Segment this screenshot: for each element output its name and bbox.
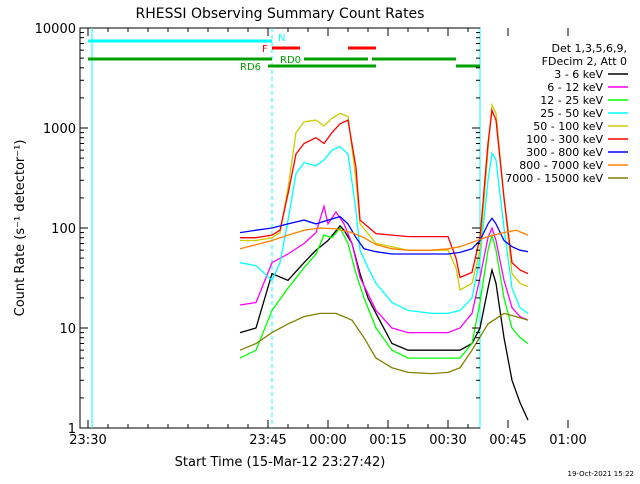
y-tick-label-2: 100 xyxy=(51,222,76,237)
legend: Det 1,3,5,6,9, FDecim 2, Att 0 3 - 6 keV… xyxy=(505,42,628,185)
annotation-label-3: RD6 xyxy=(240,62,261,73)
series-line-8 xyxy=(239,312,529,375)
x-tick-label-0: 23:30 xyxy=(69,433,106,448)
plot-area: NF RD0 RD6 23:30 23:45 00:00 00:15 00:30 00:45 0… xyxy=(35,22,587,448)
legend-label-7: 800 - 7000 keV xyxy=(519,159,603,172)
legend-label-5: 100 - 300 keV xyxy=(526,133,603,146)
series-line-5 xyxy=(240,107,529,279)
x-tick-label-1: 23:45 xyxy=(249,433,286,448)
legend-label-2: 12 - 25 keV xyxy=(540,94,603,107)
series-lines xyxy=(239,102,529,421)
footer-timestamp: 19-Oct-2021 15:22 xyxy=(568,470,634,478)
series-line-4 xyxy=(240,102,529,292)
legend-label-8: 7000 - 15000 keV xyxy=(505,172,603,185)
annotation-bars: NF RD0 RD6 xyxy=(88,33,480,73)
legend-label-1: 6 - 12 keV xyxy=(547,81,603,94)
x-tick-label-4: 00:30 xyxy=(429,433,466,448)
axis-ticks: 23:30 23:45 00:00 00:15 00:30 00:45 01:00 1 10 10… xyxy=(35,22,587,448)
legend-label-3: 25 - 50 keV xyxy=(540,107,603,120)
x-tick-label-5: 00:45 xyxy=(489,433,526,448)
y-tick-label-4: 10000 xyxy=(35,22,76,37)
series-line-0 xyxy=(239,224,529,421)
series-line-7 xyxy=(239,227,529,251)
legend-header-line-1: Det 1,3,5,6,9, xyxy=(551,42,627,55)
series-line-1 xyxy=(239,203,529,334)
annotation-label-1: F xyxy=(262,44,268,55)
annotation-label-0: N xyxy=(278,33,285,44)
x-tick-label-6: 01:00 xyxy=(549,433,586,448)
annotation-label-2: RD0 xyxy=(280,55,301,66)
legend-label-6: 300 - 800 keV xyxy=(526,146,603,159)
series-line-6 xyxy=(239,215,529,255)
y-axis-label: Count Rate (s⁻¹ detector⁻¹) xyxy=(13,140,28,317)
y-tick-label-1: 10 xyxy=(59,322,76,337)
y-tick-label-3: 1000 xyxy=(43,122,76,137)
legend-header-line-2: FDecim 2, Att 0 xyxy=(542,55,627,68)
x-tick-label-3: 00:15 xyxy=(369,433,406,448)
legend-label-4: 50 - 100 keV xyxy=(533,120,603,133)
x-axis-label: Start Time (15-Mar-12 23:27:42) xyxy=(175,455,386,470)
x-tick-label-2: 00:00 xyxy=(309,433,346,448)
chart-title: RHESSI Observing Summary Count Rates xyxy=(136,6,425,22)
series-line-3 xyxy=(239,145,529,315)
y-tick-label-0: 1 xyxy=(68,422,76,437)
series-line-2 xyxy=(239,226,529,359)
legend-label-0: 3 - 6 keV xyxy=(554,68,603,81)
